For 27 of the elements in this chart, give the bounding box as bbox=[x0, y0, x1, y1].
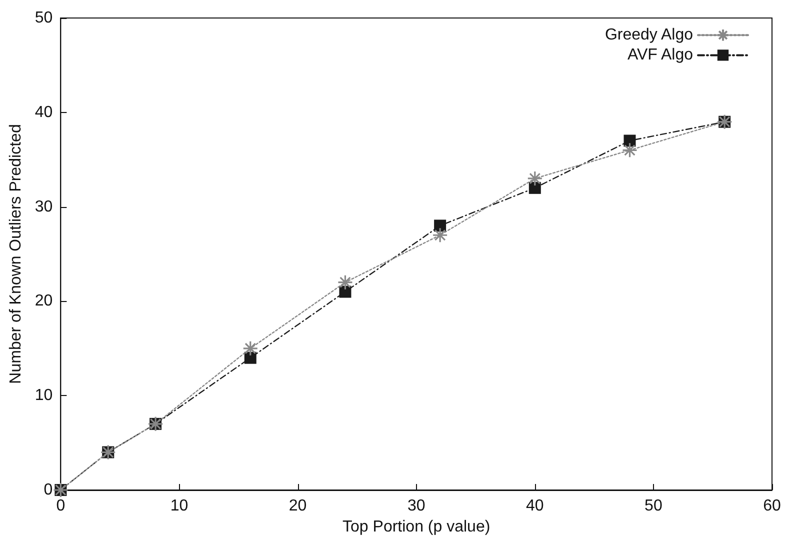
x-axis-title: Top Portion (p value) bbox=[342, 518, 490, 536]
y-tick-label: 30 bbox=[34, 198, 53, 216]
point bbox=[527, 170, 543, 186]
y-tick-label: 10 bbox=[34, 387, 53, 404]
point bbox=[337, 274, 354, 290]
point bbox=[434, 220, 446, 232]
y-tick-label: 50 bbox=[34, 10, 53, 26]
point bbox=[339, 286, 352, 298]
legend-label: AVF Algo bbox=[627, 46, 694, 64]
x-tick-label: 50 bbox=[644, 498, 662, 514]
x-tick-label: 60 bbox=[763, 498, 781, 514]
y-tick-label: 20 bbox=[34, 292, 53, 310]
y-tick-label: 40 bbox=[34, 104, 53, 121]
point bbox=[528, 182, 541, 194]
point bbox=[432, 227, 448, 243]
x-tick-label: 40 bbox=[526, 498, 544, 514]
x-tick-label: 10 bbox=[170, 498, 188, 514]
x-tick-label: 20 bbox=[288, 498, 307, 514]
y-axis-title: Number of Known Outliers Predicted bbox=[8, 124, 24, 384]
x-tick-label: 0 bbox=[56, 498, 66, 514]
y-tick-label: 0 bbox=[44, 482, 53, 498]
x-tick-label: 30 bbox=[407, 498, 426, 514]
point bbox=[624, 134, 636, 147]
point bbox=[242, 340, 258, 356]
point bbox=[622, 142, 638, 158]
legend-label: Greedy Algo bbox=[604, 26, 694, 44]
point bbox=[244, 352, 256, 364]
